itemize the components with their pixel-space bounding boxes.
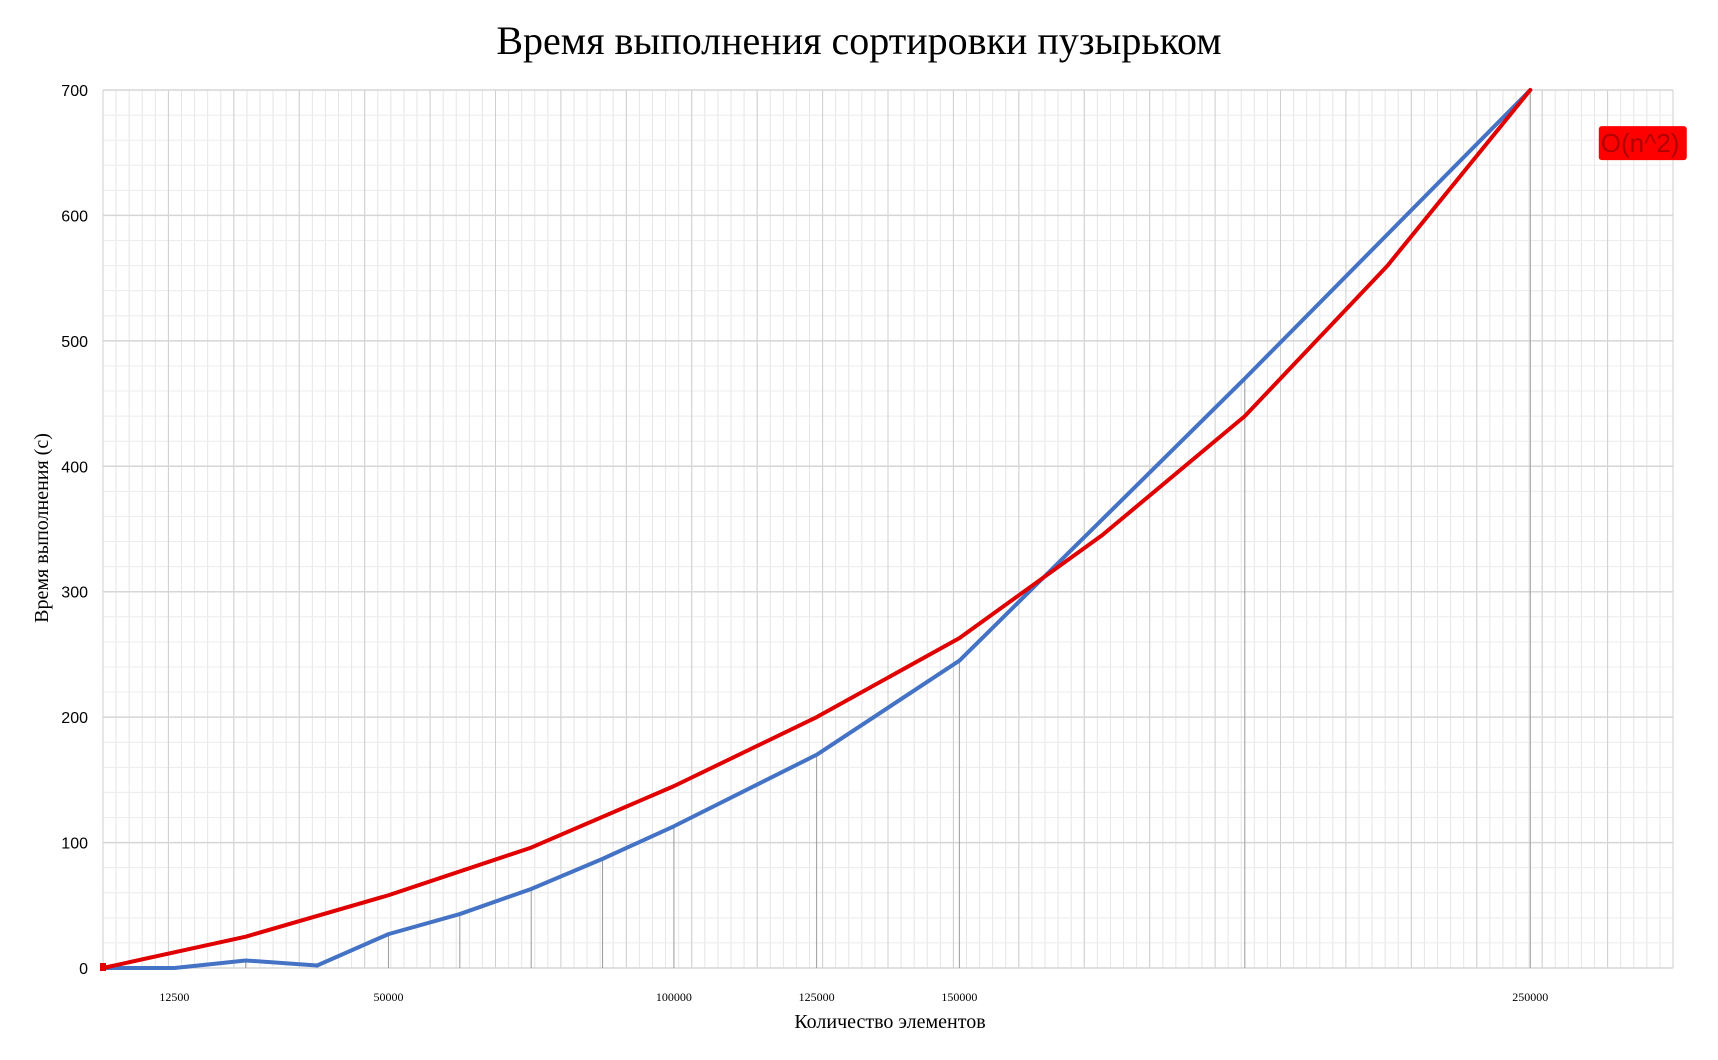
y-tick-label: 700 xyxy=(61,83,88,100)
y-tick-label: 400 xyxy=(61,459,88,476)
x-tick-label: 50000 xyxy=(373,990,403,1004)
series-start-marker xyxy=(100,963,106,971)
y-tick-labels: 0 100 200 300 400 500 600 700 xyxy=(61,83,88,978)
annotation-label: O(n^2) xyxy=(1601,128,1680,158)
x-tick-label: 250000 xyxy=(1512,990,1548,1004)
annotation-highlight xyxy=(1598,126,1687,161)
x-tick-label: 150000 xyxy=(941,990,977,1004)
series-line-blue xyxy=(101,88,1533,970)
y-tick-label: 100 xyxy=(61,836,88,853)
y-tick-label: 0 xyxy=(79,961,88,978)
y-tick-label: 300 xyxy=(61,585,88,602)
annotation-layer: O(n^2) xyxy=(1598,126,1687,161)
y-tick-label: 200 xyxy=(61,710,88,727)
y-tick-label: 500 xyxy=(61,334,88,351)
major-gridlines xyxy=(102,89,1674,969)
series-layer xyxy=(100,88,1533,971)
x-axis-title: Количество элементов xyxy=(794,1011,985,1033)
x-tick-label: 125000 xyxy=(799,990,835,1004)
y-tick-label: 600 xyxy=(61,208,88,225)
chart-title: Время выполнения сортировки пузырьком xyxy=(496,18,1221,63)
y-axis-title: Время выполнения (с) xyxy=(31,433,53,623)
series-line-red xyxy=(101,88,1533,970)
x-tick-label: 100000 xyxy=(656,990,692,1004)
x-tick-labels: 12500 50000 100000 125000 150000 250000 xyxy=(159,990,1548,1004)
x-tick-label: 12500 xyxy=(159,990,189,1004)
drop-lines xyxy=(245,90,1531,968)
